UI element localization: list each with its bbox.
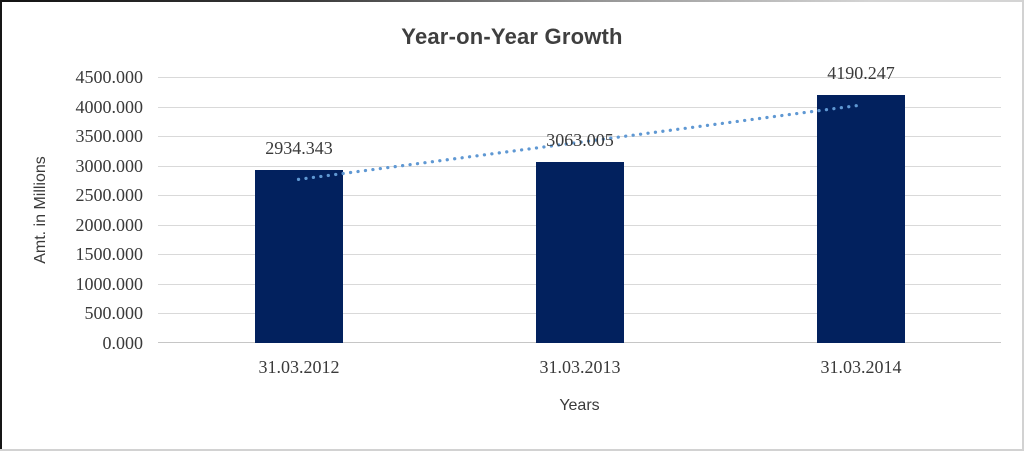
- x-tick-label: 31.03.2012: [258, 357, 340, 377]
- frame-right-edge: [1022, 0, 1024, 451]
- bar-data-label: 4190.247: [827, 63, 895, 83]
- x-tick-label: 31.03.2014: [820, 357, 902, 377]
- y-tick-label: 3000.000: [75, 155, 144, 176]
- y-tick-label: 500.000: [84, 303, 144, 324]
- plot-area: [158, 77, 1001, 343]
- y-tick-label: 2000.000: [75, 214, 144, 235]
- gridline: [158, 77, 1001, 78]
- chart-title: Year-on-Year Growth: [401, 24, 623, 49]
- x-axis-title: Years: [559, 397, 600, 414]
- y-tick-label: 1000.000: [75, 273, 144, 294]
- bar: [536, 162, 624, 343]
- frame-top-edge: [0, 0, 1024, 2]
- bar: [255, 170, 343, 343]
- bar: [817, 95, 905, 343]
- gridline: [158, 136, 1001, 137]
- gridline: [158, 107, 1001, 108]
- y-tick-label: 4000.000: [75, 96, 144, 117]
- bar-data-label: 3063.005: [546, 130, 614, 150]
- y-tick-label: 2500.000: [75, 185, 144, 206]
- y-tick-label: 3500.000: [75, 126, 144, 147]
- y-tick-label: 4500.000: [75, 67, 144, 87]
- trendline: [296, 103, 863, 181]
- y-tick-label: 0.000: [102, 333, 144, 353]
- frame-bottom-edge: [0, 449, 1024, 451]
- frame-left-edge: [0, 0, 2, 451]
- y-tick-label: 1500.000: [75, 244, 144, 265]
- bar-data-label: 2934.343: [265, 138, 333, 158]
- x-tick-label: 31.03.2013: [539, 357, 621, 377]
